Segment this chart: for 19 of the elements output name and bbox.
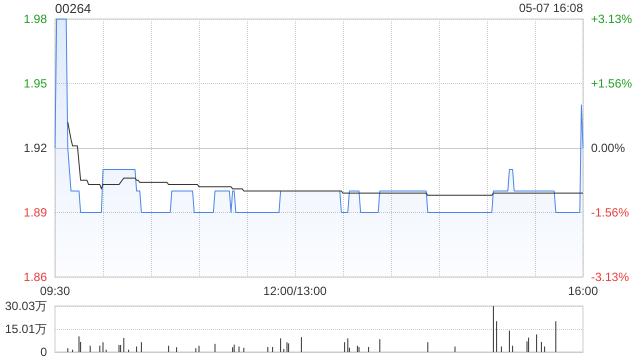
y2-tick-label: +3.13% xyxy=(591,12,632,26)
y-tick-label: 15.01万 xyxy=(4,322,47,336)
y2-tick-label: +1.56% xyxy=(591,76,632,90)
y2-tick-label: -1.56% xyxy=(591,206,630,220)
y2-tick-label: 0.00% xyxy=(591,141,626,155)
line-series xyxy=(67,122,584,196)
y2-tick-label: -3.13% xyxy=(591,270,630,284)
x-tick-label: 16:00 xyxy=(568,284,598,298)
x-tick-label: 09:30 xyxy=(40,284,70,298)
y-tick-label: 1.89 xyxy=(24,206,48,220)
y-tick-label: 1.98 xyxy=(24,12,48,26)
text: 05-07 16:08 xyxy=(518,1,584,15)
y-tick-label: 1.95 xyxy=(24,76,48,90)
y-tick-label: 0 xyxy=(40,345,48,359)
chart-title: 00264 xyxy=(55,1,92,16)
y-tick-label: 1.86 xyxy=(24,270,48,284)
x-tick-label: 12:00/13:00 xyxy=(263,284,328,298)
y-tick-label: 1.92 xyxy=(24,141,48,155)
y-tick-label: 30.03万 xyxy=(4,299,47,313)
